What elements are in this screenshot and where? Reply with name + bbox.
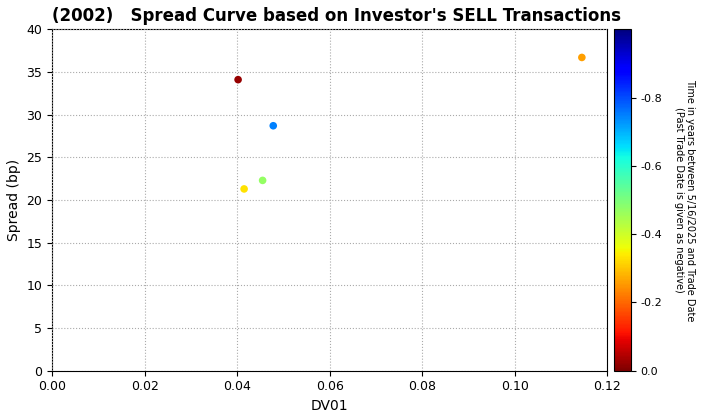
Y-axis label: Time in years between 5/16/2025 and Trade Date
(Past Trade Date is given as nega: Time in years between 5/16/2025 and Trad… xyxy=(674,79,696,321)
Point xyxy=(238,186,250,192)
Y-axis label: Spread (bp): Spread (bp) xyxy=(7,159,21,241)
Point xyxy=(576,54,588,61)
Point xyxy=(233,76,244,83)
Point xyxy=(268,122,279,129)
Text: (2002)   Spread Curve based on Investor's SELL Transactions: (2002) Spread Curve based on Investor's … xyxy=(52,7,621,25)
Point xyxy=(257,177,269,184)
X-axis label: DV01: DV01 xyxy=(311,399,348,413)
